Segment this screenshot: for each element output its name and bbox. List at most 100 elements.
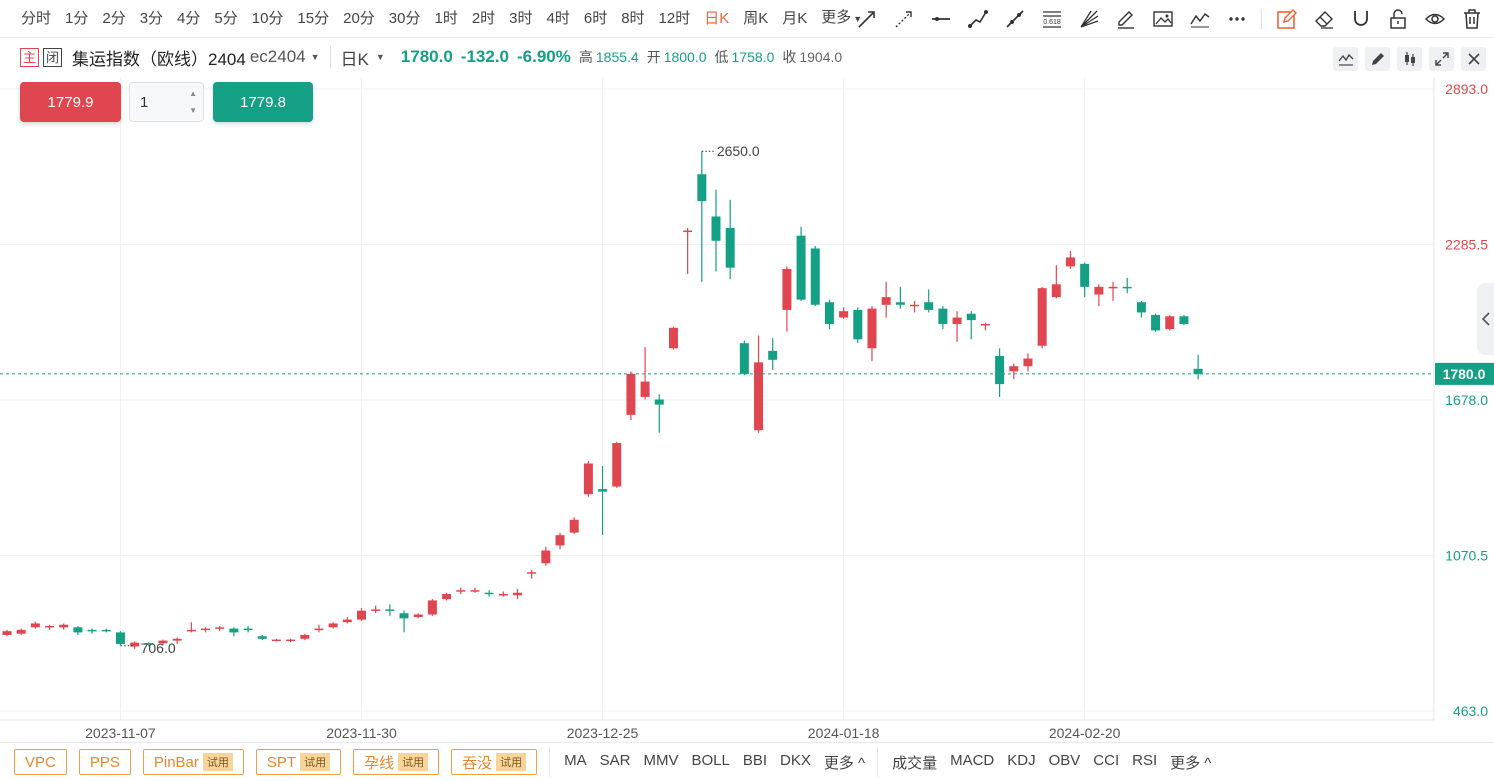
candle-body[interactable]: [1066, 257, 1075, 267]
candle-body[interactable]: [243, 628, 253, 631]
sub-indicator-tab[interactable]: MACD: [950, 751, 995, 769]
candle-body[interactable]: [995, 355, 1005, 385]
period-tab[interactable]: 2分: [102, 9, 126, 27]
main-indicator-tab[interactable]: BOLL: [691, 751, 730, 769]
chart-type-button[interactable]: [1397, 47, 1422, 71]
period-tab[interactable]: 6时: [583, 9, 608, 27]
period-tab[interactable]: 2时: [471, 9, 496, 27]
candle-body[interactable]: [824, 302, 834, 324]
candle-body[interactable]: [30, 623, 40, 628]
candle-body[interactable]: [87, 629, 97, 632]
period-tab[interactable]: 3时: [509, 9, 533, 27]
candle-body[interactable]: [569, 519, 579, 533]
wave-tool[interactable]: [1188, 7, 1212, 31]
sub-indicator-tab[interactable]: RSI: [1132, 751, 1158, 769]
sub-indicator-tab[interactable]: OBV: [1048, 751, 1081, 769]
main-indicator-tab[interactable]: BBI: [742, 751, 767, 769]
candle-body[interactable]: [342, 619, 352, 623]
candle-body[interactable]: [1051, 284, 1061, 298]
image-tool[interactable]: [1151, 7, 1175, 31]
candle-body[interactable]: [45, 626, 55, 628]
candle-body[interactable]: [16, 629, 26, 634]
candle-body[interactable]: [612, 443, 622, 487]
period-tab[interactable]: 月K: [782, 9, 808, 27]
candle-body[interactable]: [924, 302, 934, 310]
sub-indicator-tab[interactable]: 成交量: [892, 754, 938, 772]
candle-body[interactable]: [711, 216, 721, 241]
candle-body[interactable]: [966, 313, 976, 321]
candle-body[interactable]: [541, 550, 551, 564]
kline-chart[interactable]: 1780.0 2893.0 2285.5 1678.0 1070.5 463.0 2023-…: [0, 0, 1494, 742]
candle-body[interactable]: [1108, 286, 1118, 289]
period-tab[interactable]: 3分: [139, 9, 164, 27]
candle-body[interactable]: [527, 572, 537, 574]
gann-fan-tool[interactable]: [1077, 7, 1101, 31]
indicator-settings-button[interactable]: [1333, 47, 1358, 71]
candle-body[interactable]: [867, 308, 877, 349]
candle-body[interactable]: [768, 350, 778, 360]
fullscreen-button[interactable]: [1429, 47, 1454, 71]
candle-body[interactable]: [215, 627, 225, 629]
candle-body[interactable]: [1151, 315, 1161, 331]
candle-body[interactable]: [172, 638, 182, 641]
candle-body[interactable]: [512, 592, 522, 596]
candle-body[interactable]: [938, 308, 948, 324]
candle-body[interactable]: [754, 362, 764, 431]
lock-tool[interactable]: [1386, 7, 1410, 31]
candle-body[interactable]: [980, 323, 990, 326]
candle-body[interactable]: [881, 297, 891, 305]
sub-indicator-tab[interactable]: 更多 ^: [1170, 754, 1212, 772]
polyline-tool[interactable]: [966, 7, 990, 31]
candle-body[interactable]: [442, 594, 452, 600]
period-tab[interactable]: 1分: [65, 9, 89, 27]
magnet-tool[interactable]: [1349, 7, 1373, 31]
eraser-tool[interactable]: [1312, 7, 1336, 31]
period-tab[interactable]: 30分: [388, 9, 421, 27]
candle-body[interactable]: [115, 632, 125, 644]
strategy-button[interactable]: 孕线 试用: [353, 749, 440, 775]
period-tab[interactable]: 20分: [343, 9, 375, 27]
symbol-selector[interactable]: ec2404 ▼: [246, 47, 320, 67]
candle-body[interactable]: [385, 609, 395, 611]
candle-body[interactable]: [357, 610, 366, 620]
candle-body[interactable]: [470, 590, 480, 592]
strategy-button[interactable]: SPT 试用: [255, 749, 342, 775]
chart-period-selector[interactable]: 日K ▼: [341, 45, 385, 70]
brush-tool[interactable]: [1114, 7, 1138, 31]
candle-body[interactable]: [2, 631, 12, 635]
candle-body[interactable]: [725, 227, 735, 268]
candle-body[interactable]: [271, 639, 281, 642]
candle-body[interactable]: [782, 268, 792, 310]
period-tab[interactable]: 分时: [21, 9, 52, 27]
candle-body[interactable]: [371, 609, 381, 611]
horizontal-line-tool[interactable]: [929, 7, 953, 31]
period-tab[interactable]: 1时: [434, 9, 458, 27]
candle-body[interactable]: [1193, 368, 1203, 374]
buy-button[interactable]: 1779.8: [213, 82, 313, 122]
strategy-button[interactable]: PinBar 试用: [142, 749, 244, 775]
extended-line-tool[interactable]: [892, 7, 916, 31]
candle-body[interactable]: [314, 628, 324, 631]
candle-body[interactable]: [328, 623, 338, 628]
candle-body[interactable]: [583, 463, 593, 495]
period-tab[interactable]: 10分: [251, 9, 284, 27]
increment-icon[interactable]: ▲: [189, 89, 197, 98]
candle-body[interactable]: [839, 311, 849, 318]
candle-body[interactable]: [73, 627, 83, 633]
candle-body[interactable]: [59, 624, 69, 628]
candle-body[interactable]: [201, 628, 211, 631]
quantity-input[interactable]: [130, 93, 180, 111]
candle-body[interactable]: [456, 590, 466, 592]
candle-body[interactable]: [1179, 316, 1189, 324]
candle-body[interactable]: [484, 592, 494, 595]
fibonacci-tool[interactable]: 0.618: [1040, 7, 1064, 31]
period-more-button[interactable]: 更多 ▼: [814, 0, 869, 38]
candle-body[interactable]: [697, 174, 707, 202]
candle-body[interactable]: [257, 636, 267, 639]
candle-body[interactable]: [144, 643, 154, 645]
quantity-stepper[interactable]: ▲ ▼: [129, 82, 204, 122]
candle-body[interactable]: [952, 317, 962, 324]
candle-body[interactable]: [427, 600, 437, 615]
candle-body[interactable]: [1165, 316, 1175, 330]
period-tab[interactable]: 周K: [743, 9, 769, 27]
